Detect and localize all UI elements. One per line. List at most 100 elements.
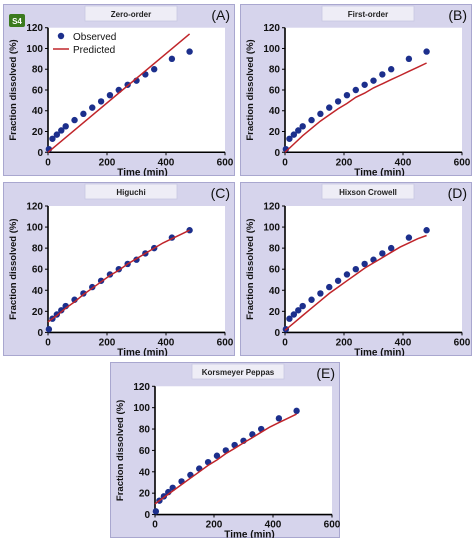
x-tick-label: 400 (265, 520, 282, 531)
y-tick-label: 60 (139, 446, 151, 457)
y-axis-label: Fraction dissolved (%) (245, 39, 256, 140)
observed-point (308, 116, 315, 124)
chart-title-box (321, 5, 415, 22)
y-tick-label: 120 (26, 202, 43, 213)
y-tick-label: 0 (274, 328, 280, 339)
y-axis-label: Fraction dissolved (%) (8, 219, 19, 320)
panel-letter: (D) (448, 185, 467, 201)
panel-letter: (C) (211, 185, 230, 201)
observed-point (213, 452, 221, 459)
x-tick-label: 0 (152, 520, 158, 531)
badge (9, 14, 25, 27)
observed-point (317, 290, 324, 297)
y-tick-label: 40 (139, 467, 151, 478)
observed-point (80, 110, 87, 118)
chart-panel-3: Higuchi (C) 0 20 40 60 80 100 120 0 200 400 600 Time … (3, 182, 235, 356)
x-tick-label: 200 (206, 520, 223, 531)
y-tick-label: 0 (144, 510, 150, 521)
chart-title: Hixson Crowell (339, 188, 397, 197)
y-tick-label: 100 (263, 223, 280, 234)
plot-area (155, 386, 332, 515)
observed-point (168, 55, 176, 63)
plot-area (48, 27, 225, 153)
observed-point (343, 271, 351, 278)
observed-point (49, 135, 56, 142)
x-tick-label: 600 (454, 337, 471, 348)
y-tick-label: 100 (263, 44, 280, 55)
y-tick-label: 0 (37, 328, 43, 339)
observed-point (151, 66, 158, 73)
y-tick-label: 60 (269, 265, 281, 276)
x-tick-label: 200 (336, 337, 353, 348)
y-tick-label: 80 (269, 244, 281, 255)
x-tick-label: 600 (217, 157, 234, 168)
observed-point (326, 283, 333, 291)
y-tick-label: 60 (269, 85, 281, 96)
chart-title-box (321, 183, 415, 200)
y-tick-label: 100 (133, 403, 150, 414)
observed-point (423, 227, 430, 234)
x-axis-label: Time (min) (224, 530, 274, 538)
chart-title-box (84, 183, 178, 200)
observed-point (352, 266, 359, 273)
observed-point (405, 234, 413, 241)
predicted-line (154, 413, 297, 505)
observed-point (275, 415, 283, 422)
chart-title-box (84, 5, 178, 22)
chart-title: Korsmeyer Peppas (202, 368, 275, 377)
plot-area (285, 206, 462, 333)
observed-point (379, 250, 386, 257)
y-tick-label: 120 (133, 382, 150, 393)
chart-panel-1: Zero-order (A) 0 20 40 60 80 100 120 0 200 400 600 Ti… (3, 4, 235, 176)
x-tick-label: 600 (454, 157, 471, 168)
chart-title: Zero-order (111, 10, 151, 19)
chart-panel-4: Hixson Crowell (D) 0 20 40 60 80 100 120 0 200 400 6… (240, 182, 472, 356)
observed-point (106, 91, 114, 99)
x-tick-label: 200 (336, 157, 353, 168)
observed-point (370, 77, 377, 84)
observed-point (388, 66, 395, 73)
observed-point (299, 123, 306, 130)
y-tick-label: 60 (32, 265, 44, 276)
y-tick-label: 40 (269, 286, 281, 297)
observed-point (361, 260, 368, 268)
y-tick-label: 40 (32, 286, 44, 297)
x-axis-label: Time (min) (117, 167, 167, 176)
y-tick-label: 100 (26, 223, 43, 234)
observed-point (286, 315, 293, 322)
x-tick-label: 400 (395, 337, 412, 348)
observed-point (97, 98, 105, 105)
y-tick-label: 100 (26, 44, 43, 55)
legend-observed-marker (57, 32, 65, 40)
observed-point (352, 86, 359, 94)
observed-point (295, 127, 302, 134)
panel-letter: (A) (211, 7, 230, 23)
predicted-line (284, 62, 427, 153)
y-tick-label: 120 (263, 23, 280, 34)
observed-point (361, 81, 368, 88)
x-axis-label: Time (min) (117, 347, 167, 356)
y-axis-label: Fraction dissolved (%) (8, 39, 19, 140)
y-tick-label: 80 (32, 65, 44, 76)
y-tick-label: 0 (274, 148, 280, 159)
panel-letter: (E) (316, 365, 335, 381)
x-tick-label: 600 (324, 520, 340, 531)
y-tick-label: 20 (32, 127, 44, 138)
legend-observed-label: Observed (73, 32, 116, 43)
y-tick-label: 80 (32, 244, 44, 255)
y-axis-label: Fraction dissolved (%) (115, 400, 126, 501)
observed-point (308, 296, 315, 303)
x-tick-label: 0 (282, 337, 288, 348)
observed-point (290, 311, 298, 318)
x-tick-label: 400 (158, 157, 175, 168)
y-tick-label: 20 (269, 127, 281, 138)
observed-point (343, 91, 351, 99)
y-tick-label: 0 (37, 148, 43, 159)
x-tick-label: 400 (158, 337, 175, 348)
x-tick-label: 200 (99, 337, 116, 348)
y-tick-label: 20 (32, 307, 44, 318)
observed-point (62, 123, 69, 130)
observed-point (58, 307, 65, 314)
observed-point (71, 116, 78, 124)
observed-point (388, 244, 395, 252)
